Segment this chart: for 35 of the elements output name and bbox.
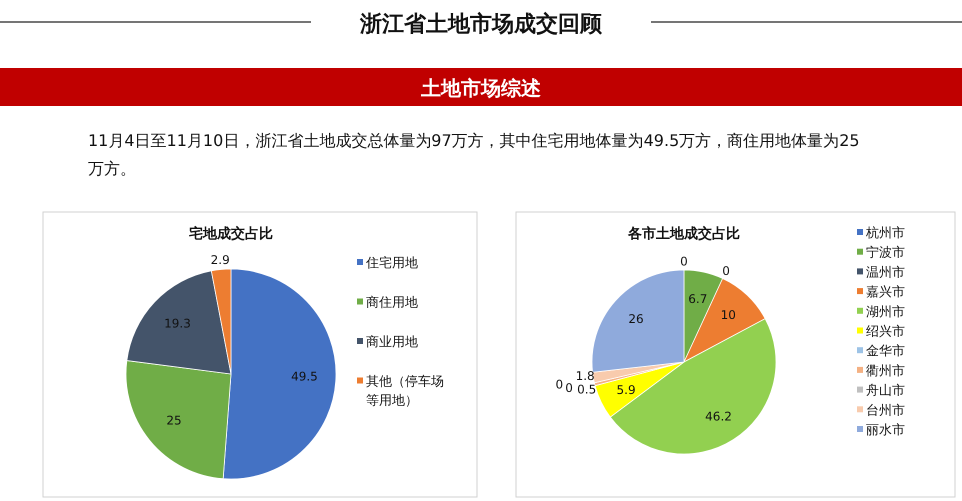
data-label: 10 bbox=[720, 308, 736, 322]
text: 0 bbox=[555, 378, 564, 392]
legend-label: 其他（停车场等用地） bbox=[366, 374, 444, 408]
text: 0 bbox=[722, 264, 730, 278]
legend-label: 杭州市 bbox=[865, 226, 905, 241]
data-label: 25 bbox=[166, 413, 182, 428]
text: 11月4日至11月10日，浙江省土地成交总体量为97万方，其中住宅用地体量为49.5万方，商住用地体量为25万方。 bbox=[88, 131, 860, 178]
legend-label: 商住用地 bbox=[366, 296, 418, 310]
data-label: 26 bbox=[628, 312, 644, 326]
legend-label: 舟山市 bbox=[866, 384, 905, 399]
legend-label: 嘉兴市 bbox=[866, 285, 905, 300]
legend-label: 丽水市 bbox=[866, 423, 905, 438]
data-label: 49.5 bbox=[291, 370, 318, 384]
text: 土地市场综述 bbox=[420, 76, 541, 100]
data-label: 2.9 bbox=[210, 253, 230, 268]
legend-label: 宁波市 bbox=[866, 244, 905, 261]
data-label: 5.9 bbox=[616, 383, 636, 398]
text: 浙江省土地市场成交回顾 bbox=[359, 11, 603, 37]
chart-title: 宅地成交占比 bbox=[189, 225, 273, 242]
data-label: 1.8 bbox=[576, 368, 595, 383]
legend-label: 温州市 bbox=[866, 265, 905, 280]
legend-label: 衢州市 bbox=[866, 364, 905, 379]
chart-title: 各市土地成交占比 bbox=[627, 225, 740, 242]
legend-label: 湖州市 bbox=[866, 304, 905, 320]
legend-label: 台州市 bbox=[866, 403, 905, 418]
text: 0 bbox=[565, 380, 573, 395]
legend-label: 绍兴市 bbox=[866, 324, 905, 340]
legend-label: 金华市 bbox=[866, 344, 905, 360]
data-label: 19.3 bbox=[164, 316, 191, 331]
data-label: 6.7 bbox=[688, 292, 708, 306]
legend-label: 住宅用地 bbox=[365, 255, 418, 271]
data-label: 0.5 bbox=[577, 382, 596, 396]
text: 0 bbox=[680, 254, 688, 269]
legend-label: 商业用地 bbox=[366, 335, 418, 350]
data-label: 46.2 bbox=[705, 409, 732, 424]
